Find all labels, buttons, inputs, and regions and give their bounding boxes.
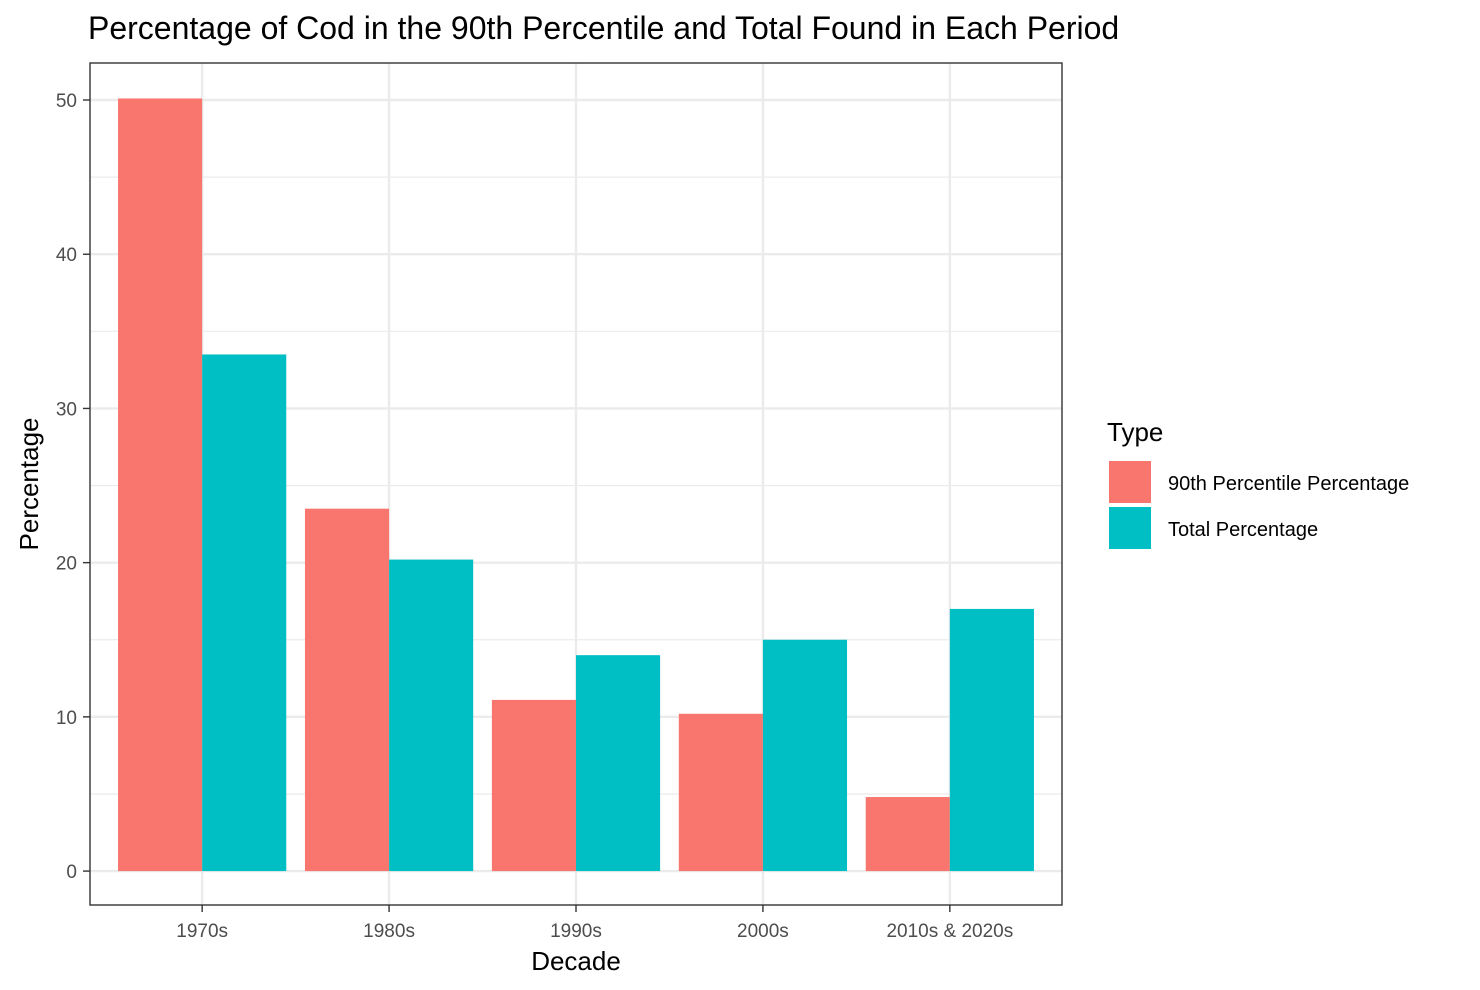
legend-title: Type [1107, 417, 1163, 447]
bar-total-3 [762, 639, 848, 872]
x-tick-label: 1970s [176, 921, 228, 942]
y-tick-label: 10 [56, 708, 77, 729]
bar-total-2 [576, 655, 661, 872]
bar-percentile-90-1 [304, 508, 390, 872]
bar-percentile-90-0 [118, 98, 203, 872]
x-tick-label: 1990s [550, 921, 602, 942]
legend-label-0: 90th Percentile Percentage [1168, 473, 1409, 495]
y-tick-label: 20 [56, 554, 77, 575]
x-tick-label: 1980s [363, 921, 415, 942]
bar-total-1 [389, 559, 474, 872]
legend-label-1: Total Percentage [1168, 519, 1318, 541]
bar-total-4 [949, 608, 1034, 872]
chart-title: Percentage of Cod in the 90th Percentile… [88, 10, 1119, 46]
x-tick-label: 2010s & 2020s [886, 921, 1013, 942]
y-axis: 0 10 20 30 40 50 [56, 91, 90, 883]
legend-items: 90th Percentile Percentage Total Percenta… [1109, 461, 1409, 549]
x-tick-label: 2000s [737, 921, 789, 942]
bar-percentile-90-3 [678, 713, 763, 872]
legend-key-0 [1109, 461, 1151, 503]
legend-key-1 [1109, 507, 1151, 549]
x-axis: 1970s 1980s 1990s 2000s 2010s & 2020s [176, 905, 1013, 942]
y-tick-label: 0 [66, 862, 77, 883]
y-tick-label: 30 [56, 399, 77, 420]
bar-percentile-90-4 [865, 797, 950, 872]
x-axis-title: Decade [531, 946, 621, 976]
y-tick-label: 50 [56, 91, 77, 112]
bar-percentile-90-2 [491, 699, 576, 872]
legend: Type 90th Percentile Percentage Total Per… [1107, 417, 1409, 549]
bars [118, 98, 1034, 872]
bar-total-0 [202, 354, 287, 872]
y-axis-title: Percentage [14, 418, 44, 551]
y-tick-label: 40 [56, 245, 77, 266]
